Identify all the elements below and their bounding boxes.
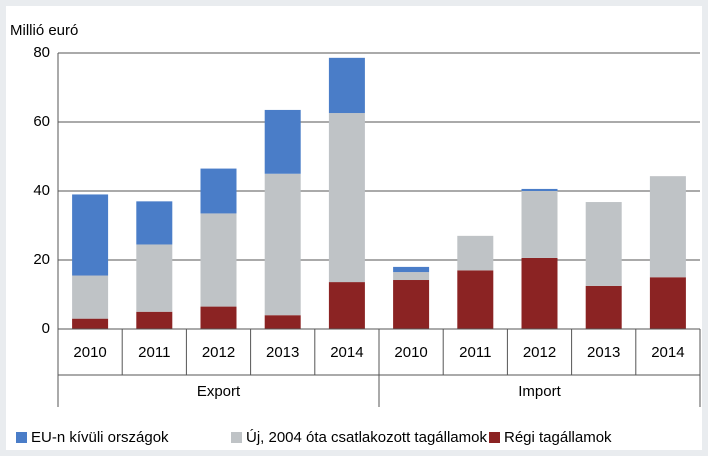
bar-segment <box>393 266 430 273</box>
x-tick-label: 2014 <box>651 344 684 361</box>
x-tick-label: 2014 <box>330 344 363 361</box>
bar-segment <box>521 188 558 191</box>
bar-segment <box>328 113 365 283</box>
y-axis-label: Millió euró <box>10 22 78 39</box>
legend-swatch <box>16 432 27 443</box>
group-label: Import <box>518 383 561 400</box>
bar-segment <box>264 315 301 329</box>
x-tick-label: 2010 <box>73 344 106 361</box>
bar-segment <box>328 57 365 114</box>
bar-segment <box>393 272 430 281</box>
x-tick-label: 2012 <box>202 344 235 361</box>
bar-segment <box>457 270 494 329</box>
bar-segment <box>649 176 686 278</box>
bar-segment <box>457 235 494 271</box>
x-tick-label: 2013 <box>266 344 299 361</box>
x-tick-label: 2010 <box>394 344 427 361</box>
bar-segment <box>72 194 109 276</box>
bar-segment <box>136 201 173 245</box>
bar-segment <box>585 285 622 329</box>
legend-swatch <box>489 432 500 443</box>
y-tick-label: 40 <box>33 182 50 199</box>
bar-segment <box>200 213 237 307</box>
bar-segment <box>200 168 237 214</box>
y-tick-label: 0 <box>42 320 50 337</box>
bar-segment <box>72 318 109 329</box>
bar-segment <box>72 275 109 319</box>
legend-label: Régi tagállamok <box>504 429 612 446</box>
x-tick-label: 2013 <box>587 344 620 361</box>
bar-segment <box>328 282 365 329</box>
bar-segment <box>649 277 686 329</box>
bar-segment <box>200 306 237 329</box>
x-tick-label: 2011 <box>459 344 491 361</box>
y-tick-label: 60 <box>33 113 50 130</box>
bar-segment <box>264 109 301 174</box>
group-label: Export <box>197 383 241 400</box>
bar-segment <box>393 280 430 329</box>
x-tick-label: 2012 <box>523 344 556 361</box>
bar-segment <box>264 173 301 316</box>
y-tick-label: 80 <box>33 44 50 61</box>
bar-segment <box>136 244 173 312</box>
bar-segment <box>585 202 622 286</box>
legend-label: Új, 2004 óta csatlakozott tagállamok <box>246 429 487 446</box>
bar-segment <box>521 191 558 258</box>
legend-label: EU-n kívüli országok <box>31 429 169 446</box>
bar-segment <box>136 311 173 329</box>
bar-segment <box>521 257 558 329</box>
x-tick-label: 2011 <box>138 344 170 361</box>
y-tick-label: 20 <box>33 251 50 268</box>
legend-swatch <box>231 432 242 443</box>
